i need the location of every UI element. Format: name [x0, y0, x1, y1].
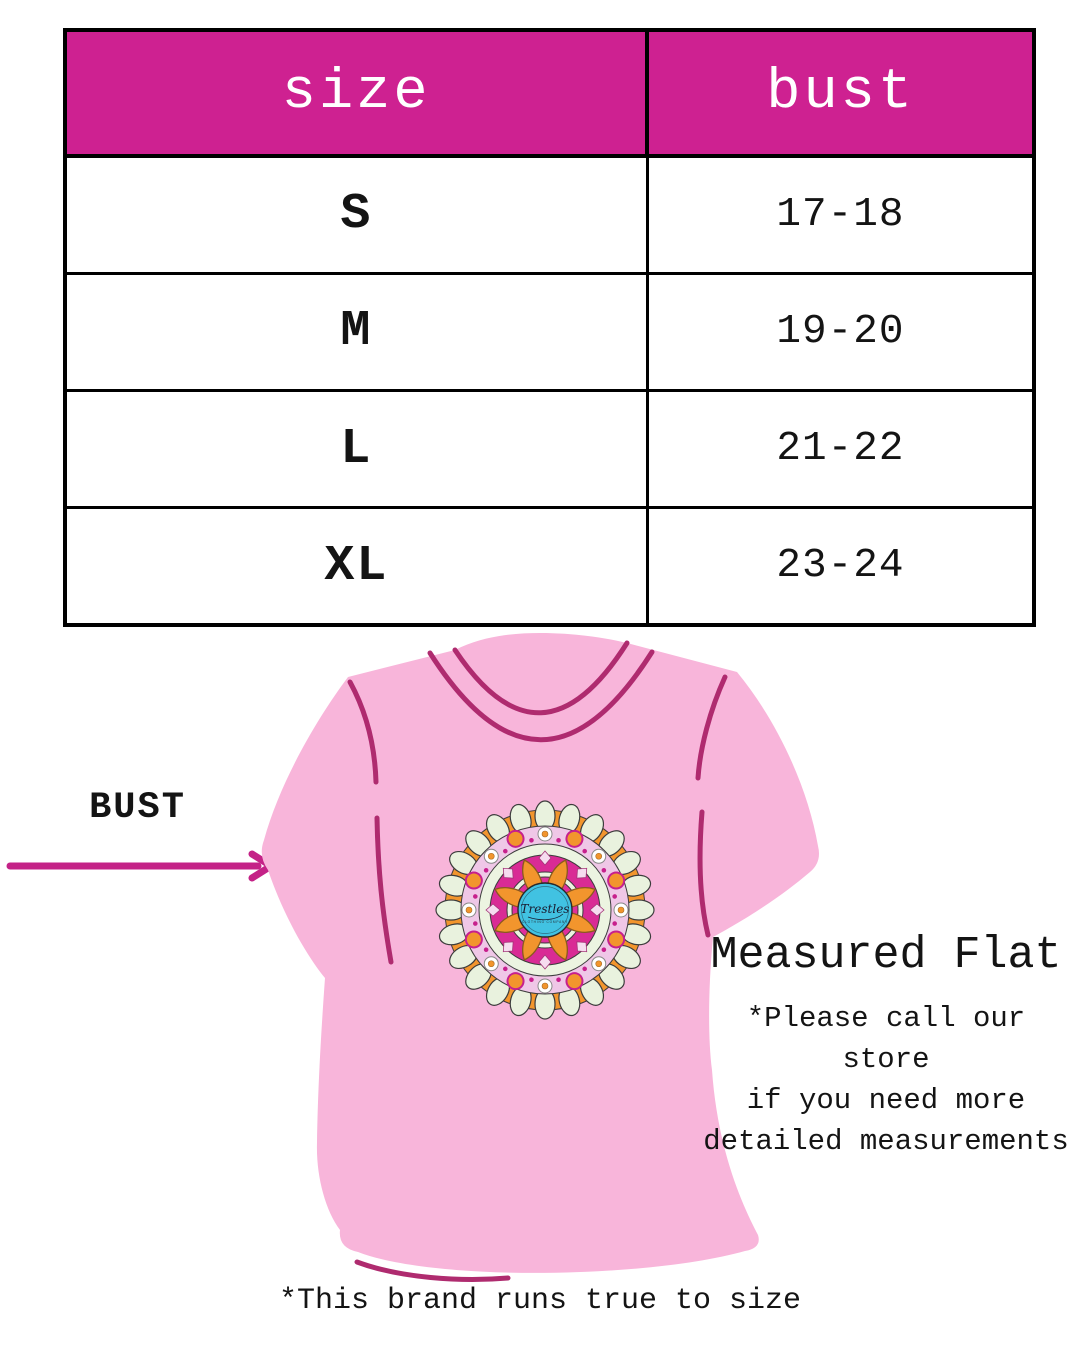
bust-measure-label: BUST	[89, 787, 186, 829]
column-header-bust: bust	[645, 28, 1036, 158]
size-value: M	[63, 271, 649, 393]
tshirt-illustration: Trestles CLOTHING COMPANY	[261, 633, 819, 1282]
size-table: size bust S 17-18 M 19-20 L 21-22 XL 23-…	[62, 28, 1036, 627]
left-sleeve-seam	[374, 815, 394, 965]
bust-value: 17-18	[645, 154, 1036, 275]
fit-note-text: *This brand runs true to size	[278, 1284, 802, 1318]
right-sleeve-seam	[697, 809, 711, 938]
logo-brand-text: Trestles	[521, 902, 570, 916]
size-value: S	[63, 154, 649, 275]
table-row: M 19-20	[63, 271, 1036, 393]
hem-seam	[354, 1259, 511, 1282]
brand-mandala-logo: Trestles CLOTHING COMPANY	[435, 800, 655, 1020]
measured-flat-heading: Measured Flat	[710, 930, 1062, 981]
table-row: S 17-18	[63, 154, 1036, 275]
collar-outer-seam	[452, 640, 630, 716]
table-row: L 21-22	[63, 388, 1036, 510]
left-sleeve-seam	[347, 679, 379, 785]
table-header-row: size bust	[62, 28, 1036, 158]
bust-value: 21-22	[645, 388, 1036, 510]
size-value: L	[63, 388, 649, 510]
logo-badge	[517, 882, 573, 938]
bust-value: 23-24	[645, 506, 1036, 627]
collar-inner-seam	[427, 649, 655, 743]
column-header-size: size	[62, 28, 650, 158]
bust-value: 19-20	[645, 271, 1036, 393]
store-note-text: *Please call our store if you need more …	[703, 1002, 1069, 1158]
size-value: XL	[63, 506, 649, 627]
logo-tagline-text: CLOTHING COMPANY	[522, 920, 568, 924]
right-sleeve-seam	[695, 674, 728, 781]
table-row: XL 23-24	[63, 506, 1036, 627]
